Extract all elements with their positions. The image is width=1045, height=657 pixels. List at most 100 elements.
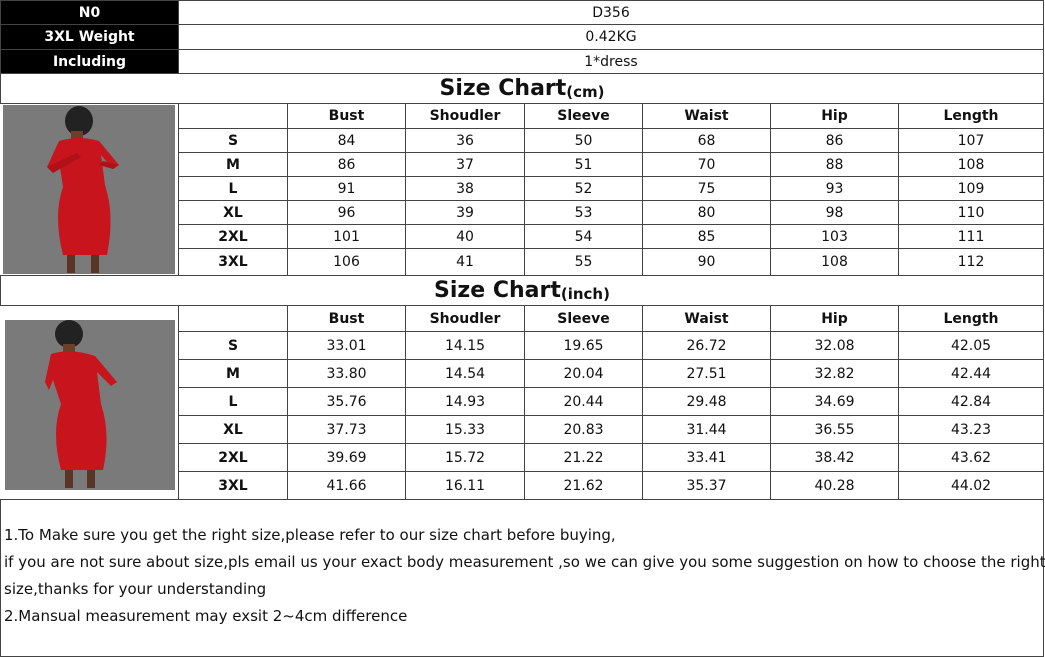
table-cell: 52 xyxy=(524,176,643,201)
column-header: Waist xyxy=(642,103,771,129)
table-cell: 86 xyxy=(770,128,899,153)
table-cell: 37 xyxy=(405,152,525,177)
table-cell: 29.48 xyxy=(642,387,771,416)
table-cell: 19.65 xyxy=(524,331,643,360)
size-label: XL xyxy=(178,415,288,444)
chart-title: Size Chart xyxy=(434,278,561,303)
size-label: 2XL xyxy=(178,443,288,472)
column-header: Bust xyxy=(287,305,406,332)
chart-unit: (inch) xyxy=(560,284,610,303)
table-cell: 90 xyxy=(642,248,771,276)
table-cell: 44.02 xyxy=(898,471,1044,500)
size-label: S xyxy=(178,331,288,360)
chart-unit: (cm) xyxy=(566,82,605,101)
column-header: Waist xyxy=(642,305,771,332)
table-cell: 26.72 xyxy=(642,331,771,360)
size-label: M xyxy=(178,359,288,388)
table-cell: 107 xyxy=(898,128,1044,153)
table-cell: 14.93 xyxy=(405,387,525,416)
table-cell: 32.82 xyxy=(770,359,899,388)
table-cell: 14.54 xyxy=(405,359,525,388)
table-cell: 15.72 xyxy=(405,443,525,472)
table-cell: 27.51 xyxy=(642,359,771,388)
table-cell: 20.83 xyxy=(524,415,643,444)
size-label: S xyxy=(178,128,288,153)
size-label: 3XL xyxy=(178,471,288,500)
size-label: 2XL xyxy=(178,224,288,249)
corner-cell xyxy=(178,103,288,129)
column-header: Shoudler xyxy=(405,103,525,129)
column-header: Hip xyxy=(770,305,899,332)
table-cell: 40.28 xyxy=(770,471,899,500)
table-cell: 35.76 xyxy=(287,387,406,416)
table-cell: 16.11 xyxy=(405,471,525,500)
table-cell: 80 xyxy=(642,200,771,225)
table-cell: 43.62 xyxy=(898,443,1044,472)
size-label: M xyxy=(178,152,288,177)
size-label: 3XL xyxy=(178,248,288,276)
size-label: L xyxy=(178,176,288,201)
size-label: XL xyxy=(178,200,288,225)
table-cell: 15.33 xyxy=(405,415,525,444)
table-cell: 42.84 xyxy=(898,387,1044,416)
column-header: Sleeve xyxy=(524,103,643,129)
table-cell: 21.22 xyxy=(524,443,643,472)
table-cell: 34.69 xyxy=(770,387,899,416)
chart-title-row: Size Chart (inch) xyxy=(0,275,1044,306)
table-cell: 38 xyxy=(405,176,525,201)
note-line: if you are not sure about size,pls email… xyxy=(4,553,1045,571)
table-cell: 86 xyxy=(287,152,406,177)
table-cell: 98 xyxy=(770,200,899,225)
table-cell: 91 xyxy=(287,176,406,201)
column-header: Bust xyxy=(287,103,406,129)
table-cell: 20.04 xyxy=(524,359,643,388)
header-value: 1*dress xyxy=(178,49,1044,74)
size-label: L xyxy=(178,387,288,416)
table-cell: 88 xyxy=(770,152,899,177)
table-cell: 35.37 xyxy=(642,471,771,500)
table-cell: 39.69 xyxy=(287,443,406,472)
header-label: Including xyxy=(0,49,179,74)
table-cell: 108 xyxy=(898,152,1044,177)
table-cell: 20.44 xyxy=(524,387,643,416)
table-cell: 70 xyxy=(642,152,771,177)
corner-cell xyxy=(178,305,288,332)
table-cell: 32.08 xyxy=(770,331,899,360)
table-cell: 103 xyxy=(770,224,899,249)
table-cell: 109 xyxy=(898,176,1044,201)
table-cell: 93 xyxy=(770,176,899,201)
header-label: 3XL Weight xyxy=(0,24,179,50)
table-cell: 38.42 xyxy=(770,443,899,472)
table-cell: 106 xyxy=(287,248,406,276)
table-cell: 31.44 xyxy=(642,415,771,444)
table-cell: 75 xyxy=(642,176,771,201)
table-cell: 68 xyxy=(642,128,771,153)
table-cell: 50 xyxy=(524,128,643,153)
product-photo xyxy=(3,105,175,274)
table-cell: 33.41 xyxy=(642,443,771,472)
table-cell: 96 xyxy=(287,200,406,225)
table-cell: 36.55 xyxy=(770,415,899,444)
table-cell: 110 xyxy=(898,200,1044,225)
column-header: Sleeve xyxy=(524,305,643,332)
table-cell: 33.80 xyxy=(287,359,406,388)
table-cell: 21.62 xyxy=(524,471,643,500)
table-cell: 53 xyxy=(524,200,643,225)
table-cell: 85 xyxy=(642,224,771,249)
header-label: N0 xyxy=(0,0,179,25)
table-cell: 101 xyxy=(287,224,406,249)
table-cell: 37.73 xyxy=(287,415,406,444)
table-cell: 41 xyxy=(405,248,525,276)
table-cell: 39 xyxy=(405,200,525,225)
chart-title-row: Size Chart (cm) xyxy=(0,73,1044,104)
note-line: 2.Mansual measurement may exsit 2~4cm di… xyxy=(4,607,408,625)
table-cell: 41.66 xyxy=(287,471,406,500)
table-cell: 84 xyxy=(287,128,406,153)
table-cell: 42.05 xyxy=(898,331,1044,360)
column-header: Length xyxy=(898,103,1044,129)
table-cell: 40 xyxy=(405,224,525,249)
product-photo xyxy=(5,320,175,490)
column-header: Shoudler xyxy=(405,305,525,332)
table-cell: 36 xyxy=(405,128,525,153)
